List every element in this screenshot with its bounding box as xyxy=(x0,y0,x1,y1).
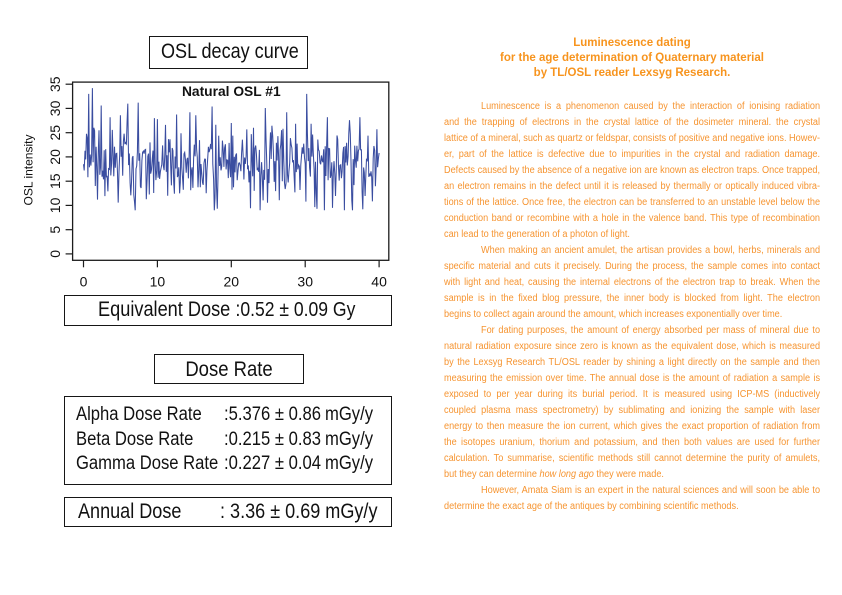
svg-text:0: 0 xyxy=(47,250,63,258)
svg-text:30: 30 xyxy=(297,274,313,290)
svg-text:30: 30 xyxy=(47,100,63,116)
svg-text:40: 40 xyxy=(371,274,387,290)
svg-text:25: 25 xyxy=(47,125,63,141)
svg-text:10: 10 xyxy=(150,274,166,290)
svg-text:10: 10 xyxy=(47,197,63,213)
svg-text:Natural OSL #1: Natural OSL #1 xyxy=(182,84,281,99)
svg-text:0: 0 xyxy=(80,274,88,290)
svg-text:15: 15 xyxy=(47,173,63,189)
svg-text:20: 20 xyxy=(47,149,63,165)
svg-text:5: 5 xyxy=(47,226,63,234)
svg-text:35: 35 xyxy=(47,76,63,92)
svg-text:20: 20 xyxy=(224,274,240,290)
svg-text:OSL intensity: OSL intensity xyxy=(21,135,35,206)
